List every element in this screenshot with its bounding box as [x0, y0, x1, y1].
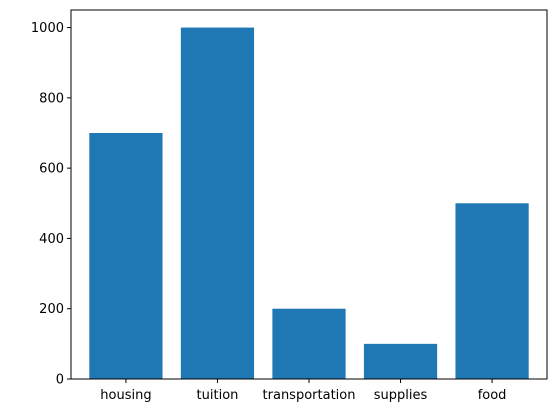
- x-tick-label: transportation: [263, 388, 356, 403]
- y-tick-label: 800: [39, 91, 64, 106]
- x-tick-label: supplies: [374, 388, 428, 403]
- bars-group: [89, 27, 529, 379]
- plot-frame: [70, 9, 548, 380]
- x-axis: housing tuition transportation supplies food: [100, 379, 506, 403]
- y-tick-label: 1000: [31, 21, 64, 36]
- y-tick-label: 200: [39, 302, 64, 317]
- bar-supplies: [363, 343, 438, 379]
- y-axis: 0 200 400 600 800 1000: [31, 21, 71, 388]
- bar-transportation: [272, 308, 346, 379]
- bar-housing: [89, 133, 163, 379]
- bar-tuition: [180, 27, 255, 379]
- x-tick-label: housing: [100, 388, 151, 403]
- y-tick-label: 0: [56, 373, 64, 388]
- x-tick-label: tuition: [197, 388, 239, 403]
- bar-food: [455, 203, 529, 379]
- y-tick-label: 400: [39, 232, 64, 247]
- y-tick-label: 600: [39, 162, 64, 177]
- x-tick-label: food: [478, 388, 507, 403]
